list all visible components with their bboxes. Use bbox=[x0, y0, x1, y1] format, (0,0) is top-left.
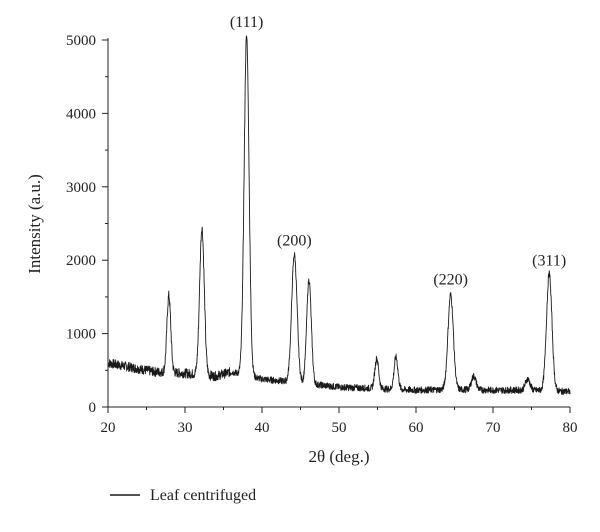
y-axis-title: Intensity (a.u.) bbox=[25, 174, 44, 274]
y-tick-label: 1000 bbox=[66, 327, 96, 343]
peak-annotation: (111) bbox=[230, 14, 263, 31]
labels: 20 30 40 50 60 70 80 0 1000 2000 3000 4000 5000 (111)… bbox=[66, 14, 578, 436]
axes bbox=[102, 38, 571, 413]
peak-annotation: (220) bbox=[433, 271, 468, 288]
peak-annotation: (311) bbox=[532, 252, 566, 269]
x-tick-label: 20 bbox=[101, 420, 116, 436]
y-tick-label: 5000 bbox=[66, 33, 96, 49]
peak-annotation: (200) bbox=[277, 233, 312, 250]
x-tick-label: 80 bbox=[563, 420, 578, 436]
x-tick-label: 60 bbox=[409, 420, 424, 436]
x-tick-label: 30 bbox=[178, 420, 193, 436]
xrd-series-line bbox=[107, 35, 571, 396]
plot-area bbox=[107, 35, 571, 396]
legend-label: Leaf centrifuged bbox=[150, 487, 256, 504]
x-tick-label: 40 bbox=[255, 420, 270, 436]
x-axis-title: 2θ (deg.) bbox=[308, 447, 369, 466]
x-tick-label: 70 bbox=[486, 420, 501, 436]
y-tick-label: 3000 bbox=[66, 180, 96, 196]
y-tick-label: 4000 bbox=[66, 106, 96, 122]
x-tick-label: 50 bbox=[332, 420, 347, 436]
y-tick-label: 2000 bbox=[66, 253, 96, 269]
y-tick-label: 0 bbox=[89, 400, 97, 416]
